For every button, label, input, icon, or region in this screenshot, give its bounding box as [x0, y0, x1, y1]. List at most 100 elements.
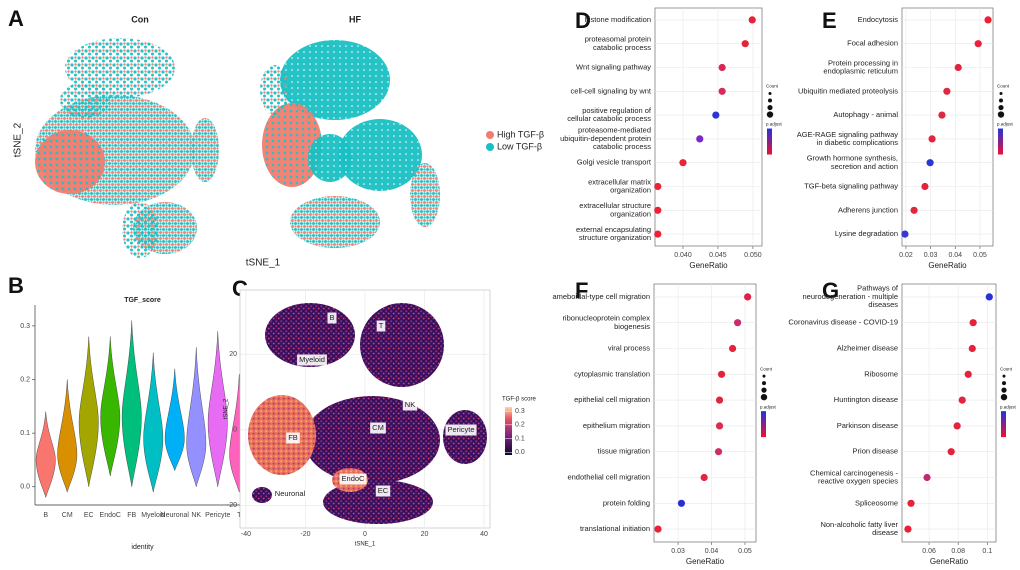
- dot: [947, 448, 955, 456]
- x-tick-label: CM: [62, 512, 73, 519]
- category-label: extracellular structure organization: [579, 201, 651, 218]
- violin: [186, 347, 207, 487]
- legend-colorbar: [998, 128, 1003, 155]
- dot: [921, 182, 929, 191]
- category-label: protein folding: [603, 498, 650, 507]
- legend-size: [1000, 393, 1008, 401]
- legend-size: [761, 387, 767, 393]
- legend-size: [1002, 374, 1006, 378]
- legend-size: [768, 98, 772, 103]
- cluster-label: Myeloid: [299, 355, 325, 364]
- cell-cloud: [60, 82, 110, 118]
- dot: [734, 319, 742, 327]
- dot: [677, 499, 686, 507]
- x-tick-label: 0.1: [982, 548, 992, 555]
- x-tick-label: Myeloid: [141, 512, 165, 519]
- legend-size: [768, 92, 772, 96]
- dot: [718, 63, 726, 72]
- violin: [57, 379, 78, 493]
- y-tick-label: 0.0: [20, 484, 30, 491]
- x-tick-label: -40: [241, 531, 251, 538]
- category-label: epithelial cell migration: [574, 395, 650, 404]
- dot: [714, 448, 723, 456]
- dot: [943, 87, 951, 95]
- dot: [974, 40, 982, 48]
- cluster-label: B: [329, 313, 334, 322]
- x-tick-label: 0.06: [922, 548, 936, 555]
- category-label: Huntington disease: [834, 395, 898, 404]
- x-axis-label: tSNE_1: [355, 542, 376, 548]
- x-tick-label: NK: [191, 512, 201, 519]
- y-tick-label: 20: [229, 351, 237, 358]
- violin: [121, 320, 142, 487]
- dot: [717, 370, 726, 378]
- dot: [954, 63, 962, 72]
- category-label: cytoplasmic translation: [574, 369, 650, 378]
- legend-size: [760, 393, 768, 401]
- cluster-label: T: [379, 321, 384, 330]
- cluster-label: Neuronal: [275, 489, 306, 498]
- dot: [654, 230, 662, 238]
- category-label: Ribosome: [864, 369, 898, 378]
- plot-area: [901, 7, 994, 247]
- dot: [741, 40, 749, 48]
- legend-swatch: [486, 143, 494, 151]
- cell-cloud: [410, 163, 440, 227]
- panel-letter: B: [8, 273, 24, 298]
- cell-cluster: [360, 303, 444, 387]
- cell-cluster: [304, 396, 440, 484]
- category-label: Autophagy - animal: [833, 110, 898, 119]
- x-tick-label: B: [43, 512, 48, 519]
- cell-cloud: [290, 196, 380, 248]
- x-tick-label: 20: [421, 531, 429, 538]
- legend-label: High TGF-β: [497, 129, 544, 139]
- x-tick-label: 0.040: [674, 252, 692, 259]
- plot-area: [654, 7, 763, 247]
- violin: [100, 336, 121, 477]
- category-label: histone modification: [585, 15, 651, 24]
- y-tick-label: 0.3: [20, 323, 30, 330]
- category-label: Endocytosis: [858, 15, 899, 24]
- x-tick-label: 0.04: [705, 548, 719, 555]
- dot: [969, 319, 977, 327]
- category-label: Protein processing in endoplasmic reticul…: [823, 58, 898, 75]
- x-tick-label: T: [237, 512, 242, 519]
- dot: [728, 344, 737, 353]
- legend-colorbar: [761, 411, 766, 438]
- category-label: translational initiation: [580, 524, 650, 533]
- dot: [968, 344, 976, 353]
- y-tick-label: -20: [227, 502, 237, 509]
- category-label: viral process: [608, 343, 650, 352]
- cell-cloud: [280, 40, 390, 120]
- dot: [654, 182, 662, 191]
- cluster-label: EC: [378, 486, 389, 495]
- legend-size: [762, 381, 766, 386]
- x-tick-label: FB: [127, 512, 136, 519]
- legend-title: Count: [766, 84, 779, 89]
- violin: [143, 352, 164, 493]
- legend-title: Count: [997, 84, 1010, 89]
- dot: [958, 396, 966, 404]
- colorbar-tick-label: 0.0: [515, 449, 525, 456]
- x-tick-label: 0: [363, 531, 367, 538]
- cluster-label-box: [286, 432, 300, 444]
- category-label: tissue migration: [597, 447, 650, 456]
- legend-colorbar: [1001, 411, 1006, 438]
- cluster-label-box: [339, 473, 367, 485]
- violin: [164, 368, 185, 472]
- plot-area: [901, 283, 997, 543]
- legend-size: [762, 374, 766, 378]
- x-tick-label: 0.02: [899, 252, 913, 259]
- cell-cloud: [122, 202, 158, 258]
- cell-cloud: [35, 130, 105, 194]
- cell-cloud: [260, 65, 290, 115]
- category-label: Spliceosome: [855, 498, 898, 507]
- category-label: external encapsulating structure organiza…: [576, 225, 651, 242]
- x-tick-label: 0.03: [671, 548, 685, 555]
- category-label: Focal adhesion: [847, 39, 898, 48]
- legend-size: [999, 92, 1003, 96]
- x-axis-label: GeneRatio: [689, 261, 728, 270]
- chart-title: TGF_score: [124, 297, 161, 304]
